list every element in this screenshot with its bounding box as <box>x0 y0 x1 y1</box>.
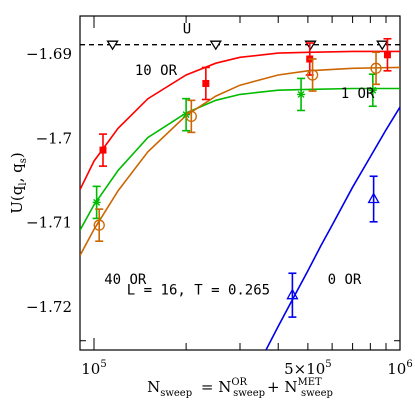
point-10-or <box>383 51 391 59</box>
asterisk-stroke <box>93 198 101 206</box>
x-title-sub-1: sweep <box>160 388 192 399</box>
y-axis-title: U(ql, qs) <box>8 152 29 213</box>
annotation-label: U <box>183 22 191 38</box>
annotation-label: 1 OR <box>341 86 375 102</box>
axis-ticks <box>80 16 401 350</box>
point-1-or <box>92 198 101 206</box>
point-u <box>376 40 389 51</box>
annotation-label: 0 OR <box>328 272 362 288</box>
point-40-or <box>93 219 105 231</box>
tick-labels: −1.69 −1.7 −1.71 −1.72 105 5×105 106 <box>26 45 413 378</box>
y-tick-label: −1.71 <box>26 214 72 232</box>
asterisk-stroke <box>297 90 305 98</box>
y-title-end: ) <box>8 152 26 158</box>
point-40-or <box>306 69 319 81</box>
annotation-label: L = 16, T = 0.265 <box>127 282 270 298</box>
point-1-or <box>368 86 377 94</box>
x-title-sup-2: OR <box>231 377 247 388</box>
curve-1-or <box>80 87 400 231</box>
curve-10-or <box>80 50 400 191</box>
x-title-part-3: + N <box>267 378 297 396</box>
y-tick-label: −1.7 <box>36 129 72 147</box>
x-tick-label: 105 <box>81 359 106 378</box>
annotations: U 10 OR 1 OR 40 OR 0 OR L = 16, T = 0.265 <box>104 22 375 299</box>
fit-curves <box>80 44 400 350</box>
x-axis-title: Nsweep = NOR sweep + NMET sweep <box>147 377 333 399</box>
x-tick-label: 106 <box>387 359 412 378</box>
y-title-sub-1: l <box>18 182 29 185</box>
x-title-sub-3: sweep <box>301 388 333 399</box>
data-points <box>92 37 392 318</box>
point-0-or <box>367 192 380 204</box>
point-10-or <box>99 146 107 154</box>
annotation-label: 10 OR <box>135 63 178 79</box>
y-title-mid: , q <box>8 163 26 183</box>
point-40-or <box>185 110 197 123</box>
y-title-sub-2: s <box>18 158 29 163</box>
point-0-or <box>286 288 299 300</box>
point-u <box>209 40 222 51</box>
point-u <box>106 40 119 51</box>
y-tick-label: −1.72 <box>26 298 72 316</box>
curve-0-or <box>265 106 400 350</box>
y-title-main: U(q <box>8 185 26 213</box>
plot-frame <box>79 15 401 351</box>
x-title-sup-3: MET <box>298 377 323 388</box>
x-tick-label: 5×105 <box>284 359 332 378</box>
curve-40-or <box>80 66 400 256</box>
point-1-or <box>297 90 306 98</box>
x-title-sub-2: sweep <box>233 388 265 399</box>
x-title-part-2: = N <box>196 378 231 396</box>
annotation-label: 40 OR <box>104 272 147 288</box>
y-tick-label: −1.69 <box>26 45 72 63</box>
point-40-or <box>370 62 382 74</box>
asterisk-stroke <box>369 86 377 94</box>
point-10-or <box>202 79 210 87</box>
x-title-main: N <box>147 378 160 396</box>
